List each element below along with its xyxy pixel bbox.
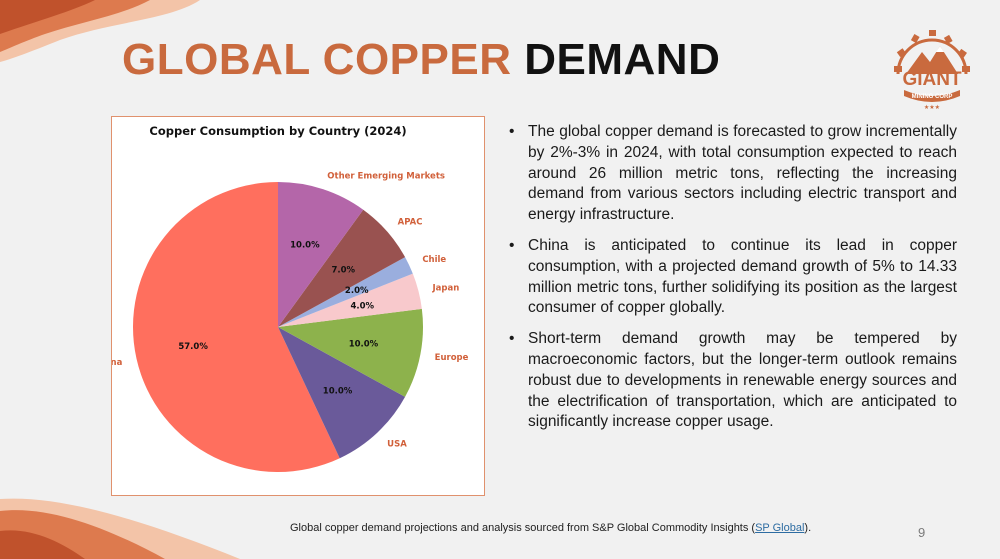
pie-percent-label: 10.0% xyxy=(290,240,320,250)
pie-percent-label: 4.0% xyxy=(350,301,374,311)
pie-category-label: China xyxy=(112,358,123,368)
pie-category-label: USA xyxy=(387,439,407,449)
bullet-dot: • xyxy=(509,330,515,348)
pie-chart-panel: Copper Consumption by Country (2024) 57.… xyxy=(111,116,485,496)
bullet-text: China is anticipated to continue its lea… xyxy=(528,236,957,317)
source-note: Global copper demand projections and ana… xyxy=(290,522,811,534)
pie-category-label: Other Emerging Markets xyxy=(327,171,445,181)
bottom-wave-decoration xyxy=(0,498,240,559)
pie-slice-chile xyxy=(278,257,413,327)
pie-percent-label: 7.0% xyxy=(331,265,355,275)
bullet-text: The global copper demand is forecasted t… xyxy=(528,123,957,224)
page-title: GLOBAL COPPER DEMAND xyxy=(122,38,720,82)
company-logo: GIANT MINING CORP ★★★ xyxy=(894,30,970,111)
pie-category-label: Europe xyxy=(435,353,469,363)
pie-slice-china xyxy=(133,182,340,472)
pie-percent-label: 10.0% xyxy=(323,386,353,396)
pie-percent-label: 57.0% xyxy=(178,342,208,352)
pie-category-label: Chile xyxy=(422,255,446,265)
logo-subtitle: MINING CORP xyxy=(912,94,953,100)
pie-percent-label: 2.0% xyxy=(345,286,369,296)
pie-slice-europe xyxy=(278,308,423,397)
logo-stars: ★★★ xyxy=(924,104,940,111)
bullet-list: • The global copper demand is forecasted … xyxy=(507,122,957,443)
bullet-dot: • xyxy=(509,236,515,254)
source-suffix: ). xyxy=(804,522,812,534)
bullet-dot: • xyxy=(509,123,515,140)
title-accent-text: GLOBAL COPPER xyxy=(122,35,512,84)
bullet-item: • The global copper demand is forecasted … xyxy=(507,122,957,226)
title-dark-text: DEMAND xyxy=(524,35,721,84)
pie-category-label: APAC xyxy=(398,218,423,228)
source-link[interactable]: SP Global xyxy=(755,522,805,534)
pie-percent-label: 10.0% xyxy=(349,339,379,349)
logo-wordmark: GIANT xyxy=(902,69,962,90)
source-prefix: Global copper demand projections and ana… xyxy=(290,522,756,534)
bullet-item: • Short-term demand growth may be tempere… xyxy=(507,329,957,433)
pie-slice-japan xyxy=(278,273,422,327)
pie-category-label: Japan xyxy=(431,283,459,293)
chart-title: Copper Consumption by Country (2024) xyxy=(149,124,406,138)
pie-chart: Copper Consumption by Country (2024) 57.… xyxy=(112,124,469,472)
page-number: 9 xyxy=(918,525,926,540)
bullet-text: Short-term demand growth may be tempered… xyxy=(528,330,957,431)
pie-slice-apac xyxy=(278,209,406,327)
pie-slice-usa xyxy=(278,327,406,459)
pie-slice-other-emerging-markets xyxy=(278,182,364,327)
bullet-item: • China is anticipated to continue its le… xyxy=(507,236,957,319)
